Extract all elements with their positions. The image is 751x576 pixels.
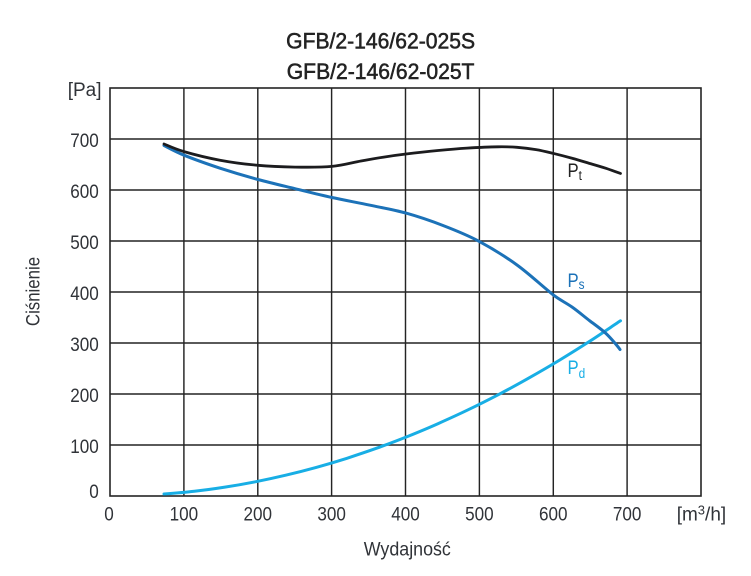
svg-text:400: 400 <box>391 503 420 524</box>
svg-text:[m3/h]: [m3/h] <box>677 502 726 525</box>
svg-text:Wydajność: Wydajność <box>364 538 451 560</box>
svg-text:200: 200 <box>70 385 99 406</box>
svg-text:GFB/2-146/62-025T: GFB/2-146/62-025T <box>287 59 475 85</box>
svg-text:200: 200 <box>244 503 273 524</box>
svg-text:[Pa]: [Pa] <box>68 80 102 101</box>
svg-text:600: 600 <box>70 181 99 202</box>
svg-text:300: 300 <box>317 503 346 524</box>
svg-text:Ciśnienie: Ciśnienie <box>23 257 44 326</box>
svg-text:400: 400 <box>70 283 99 304</box>
svg-text:100: 100 <box>70 436 99 457</box>
svg-text:500: 500 <box>465 503 494 524</box>
svg-text:0: 0 <box>104 503 114 524</box>
svg-text:500: 500 <box>70 232 99 253</box>
svg-text:100: 100 <box>170 503 199 524</box>
svg-text:700: 700 <box>613 503 642 524</box>
svg-text:0: 0 <box>89 481 99 502</box>
svg-text:GFB/2-146/62-025S: GFB/2-146/62-025S <box>286 28 475 54</box>
svg-text:Ps: Ps <box>568 270 585 292</box>
svg-text:700: 700 <box>70 130 99 151</box>
svg-text:600: 600 <box>539 503 568 524</box>
svg-text:300: 300 <box>70 334 99 355</box>
